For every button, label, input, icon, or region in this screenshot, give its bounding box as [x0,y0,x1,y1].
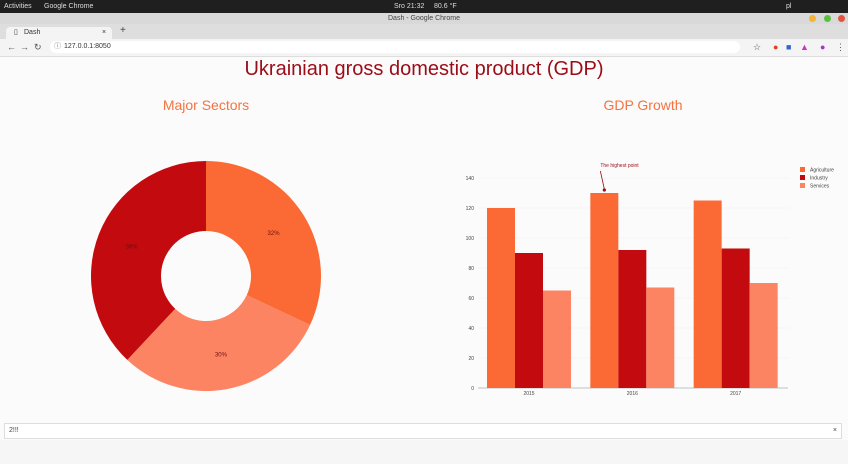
x-tick-label: 2017 [730,391,741,397]
back-icon[interactable]: ← [7,42,16,52]
bar-agriculture-2016 [590,193,619,388]
legend-label-agriculture: Agriculture [810,168,834,174]
y-tick-label: 0 [471,386,474,392]
bar-industry-2017 [721,248,750,388]
y-tick-label: 60 [468,296,474,302]
legend-label-industry: Industry [810,176,828,182]
tab-strip: ▯ Dash × + [0,24,848,39]
forward-icon[interactable]: → [20,42,29,52]
legend-swatch-industry [800,175,805,180]
x-tick-label: 2016 [627,391,638,397]
dev-tools-bar[interactable]: 2!!! × [4,423,842,439]
tab-dash[interactable]: ▯ Dash × [6,27,112,39]
bar-services-2017 [749,283,778,388]
system-top-bar: Activities Google Chrome Sro 21:32 80.6 … [0,0,848,13]
donut-label-agriculture: 32% [268,231,281,237]
clock[interactable]: Sro 21:32 [394,3,425,10]
app-menu[interactable]: Google Chrome [44,3,94,10]
window-title: Dash - Google Chrome [388,15,460,22]
donut-label-industry: 38% [126,245,139,251]
x-tick-label: 2015 [523,391,534,397]
language-indicator[interactable]: pl [786,3,792,10]
donut-title: Major Sectors [162,97,250,113]
close-tab-icon[interactable]: × [102,29,107,36]
close-window-button[interactable] [838,15,845,22]
dev-footer [0,440,848,464]
y-tick-label: 20 [468,356,474,362]
info-icon[interactable]: ⓘ [54,43,61,50]
bar-title: GDP Growth [603,97,683,113]
bar-services-2015 [543,290,571,388]
legend-swatch-agriculture [800,167,805,172]
y-tick-label: 140 [466,176,475,182]
y-tick-label: 120 [466,206,475,212]
maximize-button[interactable] [824,15,831,22]
annotation-arrow-head [602,188,606,192]
reload-icon[interactable]: ↻ [34,42,42,52]
tab-title: Dash [24,29,41,36]
address-bar[interactable]: ⓘ 127.0.0.1:8050 [50,41,740,53]
donut-slice-industry [91,161,206,360]
bar-agriculture-2017 [693,200,722,388]
dev-input[interactable]: 2!!! [9,427,19,434]
page-icon: ▯ [14,29,18,36]
star-icon[interactable]: ☆ [753,42,762,52]
donut-slice-services [127,295,311,391]
y-tick-label: 40 [468,326,474,332]
dev-close-icon[interactable]: × [832,427,837,434]
new-tab-button[interactable]: + [120,25,126,36]
weather-temp[interactable]: 80.6 °F [434,3,457,10]
legend-swatch-services [800,183,805,188]
y-tick-label: 80 [468,266,474,272]
y-tick-label: 100 [466,236,475,242]
menu-icon[interactable]: ⋮ [836,42,845,52]
window-titlebar: Dash - Google Chrome [0,13,848,24]
donut-slice-agriculture [206,161,321,325]
bar-agriculture-2015 [487,208,515,388]
donut-label-services: 30% [215,353,228,359]
annotation-arrow-line [599,170,605,190]
browser-toolbar: ← → ↻ ⓘ 127.0.0.1:8050 ☆ ● ■ ▲ ● ⋮ [0,39,848,57]
bar-industry-2016 [618,250,647,388]
bar-industry-2015 [515,253,543,388]
bar-services-2016 [646,287,675,388]
translate-icon[interactable]: ■ [786,42,792,52]
minimize-button[interactable] [809,15,816,22]
url-text: 127.0.0.1:8050 [64,43,111,50]
extension-red-icon[interactable]: ● [773,42,779,52]
legend-label-services: Services [810,184,830,190]
page-title: Ukrainian gross domestic product (GDP) [244,58,604,80]
annotation-text: The highest point [600,163,639,169]
extension-icon[interactable]: ▲ [800,42,809,52]
activities-button[interactable]: Activities [4,3,32,10]
profile-avatar[interactable]: ● [820,42,826,52]
